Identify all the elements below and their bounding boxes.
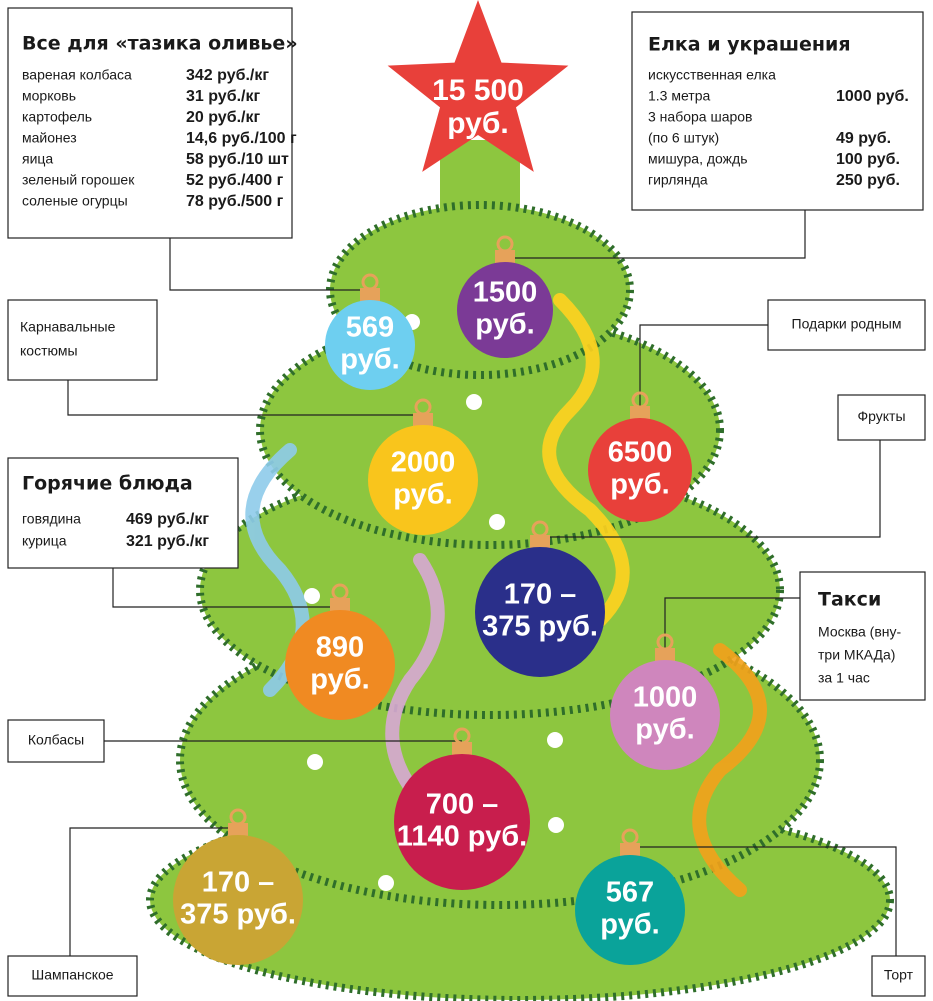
ornament-cap bbox=[530, 535, 550, 549]
ornament-cap bbox=[228, 823, 248, 837]
item-price: 14,6 руб./100 г bbox=[186, 130, 297, 147]
ornament-label: 170 – bbox=[504, 579, 577, 611]
box-text: три МКАДа) bbox=[818, 647, 895, 663]
infographic: 15 500руб.Все для «тазика оливье»вареная… bbox=[0, 0, 933, 1001]
box bbox=[8, 300, 157, 380]
ornament-label: руб. bbox=[340, 344, 399, 376]
item-price: 321 руб./кг bbox=[126, 533, 209, 550]
item-name: соленые огурцы bbox=[22, 193, 128, 209]
snow-dot bbox=[466, 394, 482, 410]
ornament-cap bbox=[452, 742, 472, 756]
label-text: Колбасы bbox=[28, 732, 84, 748]
ornament-label: руб. bbox=[475, 309, 534, 341]
item-name: мишура, дождь bbox=[648, 151, 748, 167]
box-text: Москва (вну- bbox=[818, 624, 902, 640]
ornament-label: руб. bbox=[393, 479, 452, 511]
ornament-label: руб. bbox=[310, 664, 369, 696]
ornament-label: 375 руб. bbox=[180, 899, 296, 931]
item-price: 250 руб. bbox=[836, 172, 900, 189]
item-name: картофель bbox=[22, 109, 92, 125]
item-price: 342 руб./кг bbox=[186, 67, 269, 84]
item-name: зеленый горошек bbox=[22, 172, 135, 188]
label-text: Подарки родным bbox=[792, 316, 902, 332]
snow-dot bbox=[489, 514, 505, 530]
ornament-label: руб. bbox=[600, 909, 659, 941]
ornament-label: 1000 bbox=[633, 682, 698, 714]
item-price: 78 руб./500 г bbox=[186, 193, 284, 210]
item-price: 31 руб./кг bbox=[186, 88, 260, 105]
box-text: за 1 час bbox=[818, 670, 870, 686]
ornament-label: 569 bbox=[346, 312, 394, 344]
star-label: руб. bbox=[447, 107, 508, 140]
ornament-label: 375 руб. bbox=[482, 611, 598, 643]
item-price: 20 руб./кг bbox=[186, 109, 260, 126]
snow-dot bbox=[548, 817, 564, 833]
box-title: Елка и украшения bbox=[648, 34, 851, 56]
item-price: 58 руб./10 шт bbox=[186, 151, 289, 168]
ornament-cap bbox=[360, 288, 380, 302]
item-price: 49 руб. bbox=[836, 130, 891, 147]
ornament-label: руб. bbox=[635, 714, 694, 746]
item-price: 1000 руб. bbox=[836, 88, 909, 105]
item-price: 52 руб./400 г bbox=[186, 172, 284, 189]
ornament-label: 1500 bbox=[473, 277, 538, 309]
ornament-label: 1140 руб. bbox=[397, 821, 527, 853]
label-text: Карнавальные bbox=[20, 319, 116, 335]
label-text: Шампанское bbox=[31, 967, 113, 983]
ornament-label: 6500 bbox=[608, 437, 673, 469]
item-name: 3 набора шаров bbox=[648, 109, 753, 125]
item-name: гирлянда bbox=[648, 172, 708, 188]
ornament-cap bbox=[630, 406, 650, 420]
item-name: искусственная елка bbox=[648, 67, 776, 83]
snow-dot bbox=[547, 732, 563, 748]
box-title: Такси bbox=[818, 589, 881, 611]
item-name: (по 6 штук) bbox=[648, 130, 719, 146]
ornament-label: 2000 bbox=[391, 447, 456, 479]
label-text: Торт bbox=[884, 967, 914, 983]
box-title: Все для «тазика оливье» bbox=[22, 33, 298, 55]
item-name: курица bbox=[22, 533, 67, 549]
ornament-label: 567 bbox=[606, 877, 654, 909]
item-name: яица bbox=[22, 151, 53, 167]
ornament-cap bbox=[495, 250, 515, 264]
snow-dot bbox=[304, 588, 320, 604]
label-text: костюмы bbox=[20, 343, 78, 359]
star-label: 15 500 bbox=[432, 74, 524, 107]
ornament-cap bbox=[330, 598, 350, 612]
item-name: морковь bbox=[22, 88, 76, 104]
ornament-label: 700 – bbox=[426, 789, 499, 821]
item-name: вареная колбаса bbox=[22, 67, 132, 83]
ornament-label: 170 – bbox=[202, 867, 275, 899]
item-price: 100 руб. bbox=[836, 151, 900, 168]
label-text: Фрукты bbox=[857, 408, 905, 424]
box-title: Горячие блюда bbox=[22, 473, 193, 495]
item-name: 1.3 метра bbox=[648, 88, 710, 104]
snow-dot bbox=[378, 875, 394, 891]
ornament-cap bbox=[655, 648, 675, 662]
ornament-label: 890 bbox=[316, 632, 364, 664]
item-price: 469 руб./кг bbox=[126, 511, 209, 528]
ornament-cap bbox=[413, 413, 433, 427]
ornament-label: руб. bbox=[610, 469, 669, 501]
snow-dot bbox=[307, 754, 323, 770]
item-name: говядина bbox=[22, 511, 81, 527]
ornament-cap bbox=[620, 843, 640, 857]
item-name: майонез bbox=[22, 130, 77, 146]
